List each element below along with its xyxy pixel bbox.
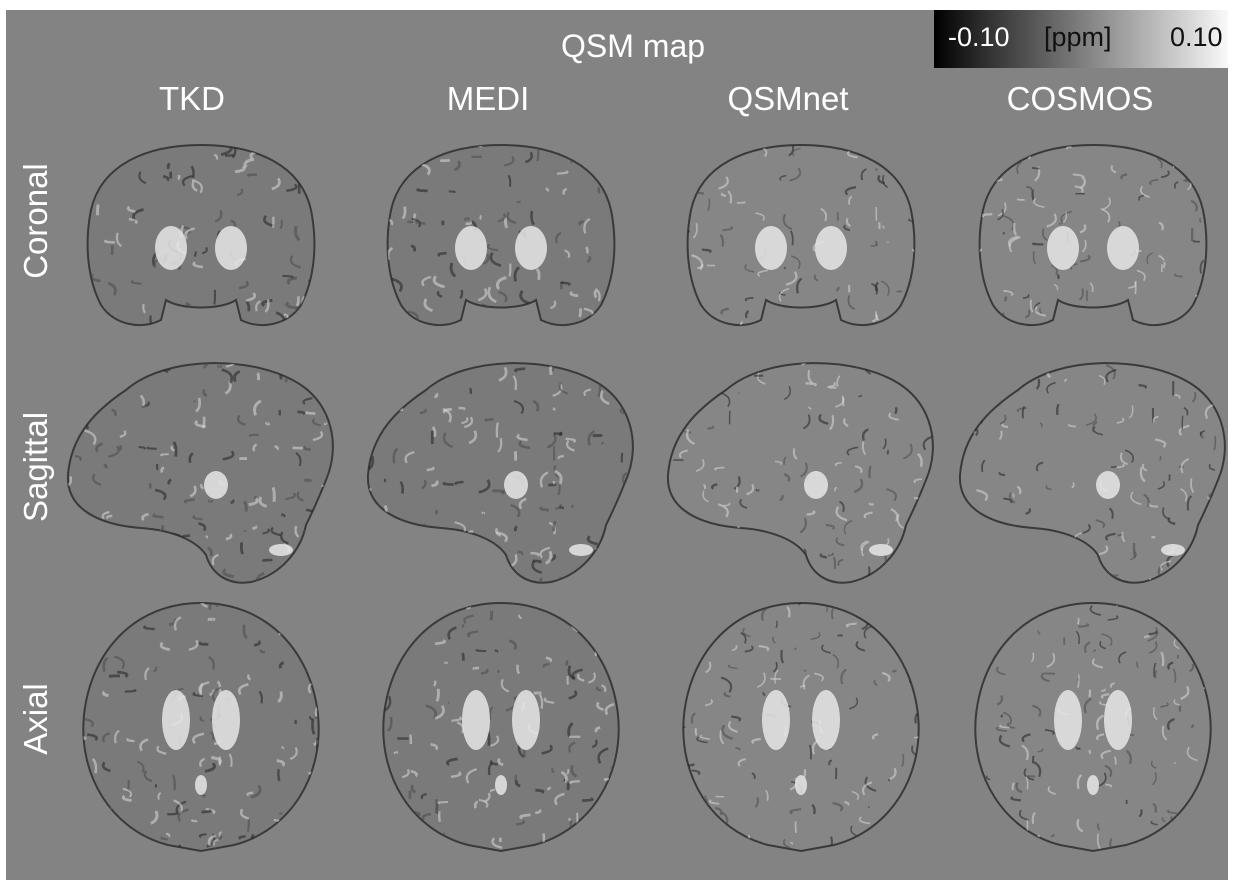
brain-slice-axial-cosmos xyxy=(974,601,1212,853)
brain-slice-sagittal-cosmos xyxy=(958,362,1226,584)
figure-title: QSM map xyxy=(561,28,706,64)
colorbar-max-label: 0.10 xyxy=(1170,22,1223,52)
colorbar: -0.10 [ppm] 0.10 xyxy=(934,10,1228,68)
brain-slice-axial-tkd xyxy=(82,601,320,853)
row-label-sagittal: Sagittal xyxy=(17,411,54,523)
column-header-medi: MEDI xyxy=(446,80,530,117)
brain-slice-sagittal-tkd xyxy=(66,362,334,584)
row-label-axial: Axial xyxy=(17,683,54,755)
brain-slice-coronal-qsmnet xyxy=(686,143,916,326)
column-header-cosmos: COSMOS xyxy=(1006,80,1154,117)
qsm-figure: QSM map -0.10 [ppm] 0.10 TKD MEDI QSMnet… xyxy=(6,10,1228,880)
brain-slice-axial-qsmnet xyxy=(682,601,920,853)
brain-slice-coronal-medi xyxy=(386,143,616,326)
brain-slice-sagittal-medi xyxy=(366,362,634,584)
brain-slice-coronal-cosmos xyxy=(978,143,1208,326)
brain-slice-axial-medi xyxy=(382,601,620,853)
column-header-tkd: TKD xyxy=(159,80,225,117)
colorbar-unit-label: [ppm] xyxy=(1044,22,1112,52)
row-label-coronal: Coronal xyxy=(17,163,54,279)
brain-slice-coronal-tkd xyxy=(86,143,316,326)
column-header-qsmnet: QSMnet xyxy=(727,80,849,117)
brain-slice-sagittal-qsmnet xyxy=(666,362,934,584)
colorbar-min-label: -0.10 xyxy=(948,22,1010,52)
